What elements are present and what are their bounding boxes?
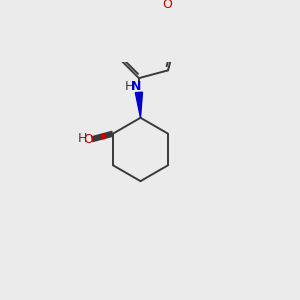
- Text: N: N: [131, 80, 142, 93]
- Text: O: O: [162, 0, 172, 11]
- Text: H: H: [78, 132, 88, 145]
- Text: O: O: [83, 133, 93, 146]
- Polygon shape: [135, 92, 142, 118]
- Text: H: H: [125, 80, 134, 93]
